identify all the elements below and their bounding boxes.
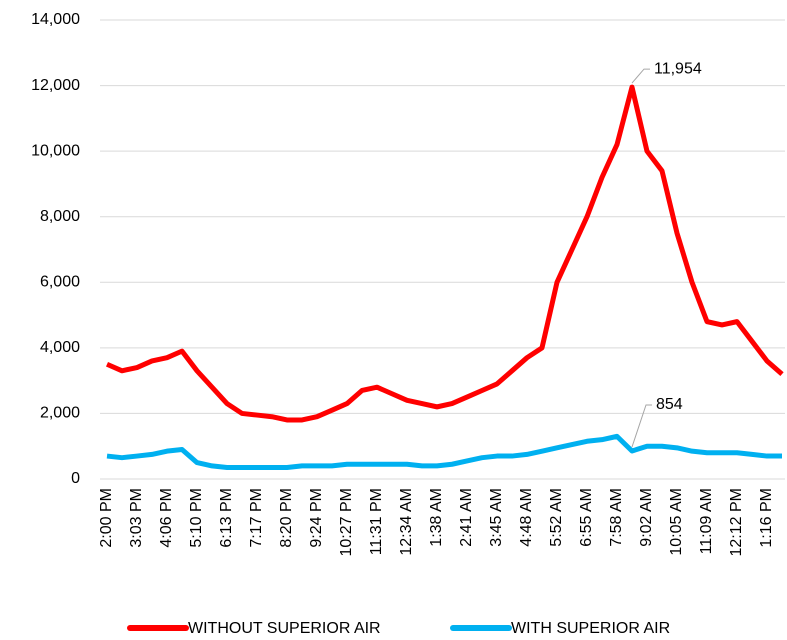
x-tick-label: 11:31 PM [368, 488, 385, 555]
y-tick-label: 4,000 [40, 339, 80, 356]
x-tick-label: 6:55 AM [578, 488, 595, 547]
x-tick-label: 5:52 AM [548, 488, 565, 547]
y-tick-label: 8,000 [40, 208, 80, 225]
x-tick-label: 3:45 AM [488, 488, 505, 547]
data-line [105, 84, 784, 423]
x-tick-label: 1:38 AM [428, 488, 445, 547]
x-tick-label: 8:20 PM [278, 488, 295, 548]
y-tick-label: 12,000 [31, 77, 80, 94]
y-tick-label: 14,000 [31, 11, 80, 28]
y-tick-label: 0 [71, 470, 80, 487]
x-tick-label: 11:09 AM [698, 488, 715, 554]
x-tick-label: 1:16 PM [758, 488, 775, 548]
data-label: 11,954 [654, 60, 702, 77]
leader-line [631, 404, 652, 448]
x-tick-label: 5:10 PM [188, 488, 205, 548]
x-tick-label: 12:34 AM [398, 488, 415, 556]
x-tick-label: 6:13 PM [218, 488, 235, 548]
x-tick-label: 10:05 AM [668, 488, 685, 556]
x-tick-label: 4:06 PM [158, 488, 175, 548]
x-tick-label: 3:03 PM [128, 488, 145, 548]
legend-label: WITH SUPERIOR AIR [511, 620, 670, 637]
legend-label: WITHOUT SUPERIOR AIR [188, 620, 381, 637]
leader-line [631, 68, 650, 84]
y-tick-label: 2,000 [40, 405, 80, 422]
x-tick-label: 2:41 AM [458, 488, 475, 547]
x-tick-label: 9:24 PM [308, 488, 325, 548]
y-tick-label: 10,000 [31, 142, 80, 159]
data-line [106, 433, 782, 471]
x-tick-label: 7:17 PM [248, 488, 265, 548]
x-tick-label: 4:48 AM [518, 488, 535, 547]
x-tick-label: 7:58 AM [608, 488, 625, 547]
x-tick-label: 10:27 PM [338, 488, 355, 556]
x-tick-label: 9:02 AM [638, 488, 655, 547]
data-label: 854 [656, 396, 683, 413]
y-tick-label: 6,000 [40, 274, 80, 291]
x-tick-label: 2:00 PM [98, 488, 115, 548]
x-tick-label: 12:12 PM [728, 488, 745, 556]
